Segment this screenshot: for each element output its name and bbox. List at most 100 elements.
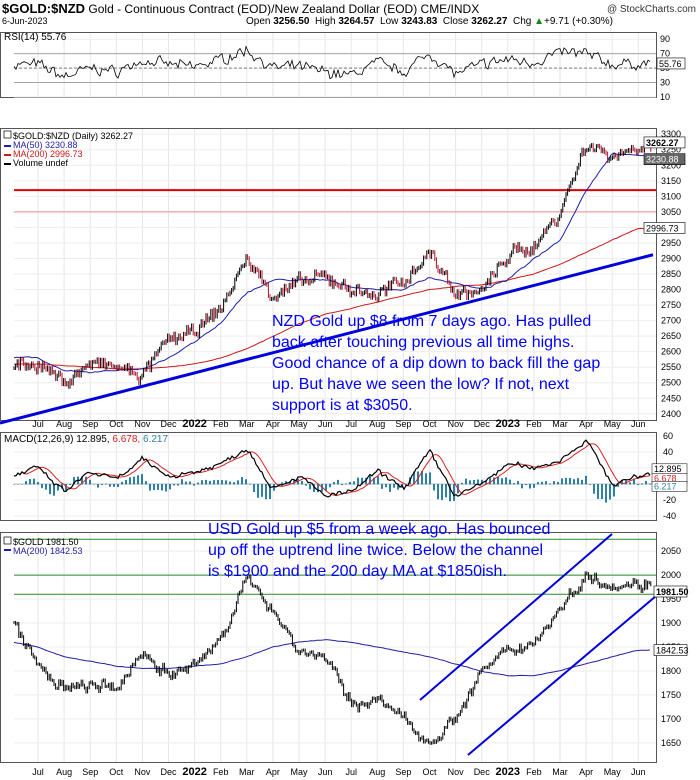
usd-value-badge-text: 1842.53 <box>656 646 689 656</box>
upper-month-label: May <box>290 419 308 429</box>
macd-hist-bar <box>337 479 339 485</box>
macd-hist-bar <box>613 484 615 497</box>
macd-hist-bar <box>577 478 579 485</box>
rsi-label: RSI(14) 55.76 <box>4 32 67 43</box>
macd-hist-bar <box>329 484 331 488</box>
upper-month-label: Mar <box>552 419 568 429</box>
macd-hist-bar <box>201 480 203 485</box>
macd-hist-bar <box>177 484 179 486</box>
macd-value-badge-text: 12.895 <box>654 464 682 474</box>
macd-hist-bar <box>449 484 451 502</box>
macd-hist-bar <box>461 482 463 485</box>
macd-hist-bar <box>533 484 535 488</box>
usd-price-bars <box>13 571 652 745</box>
nzd-tick-label: 3100 <box>661 191 681 201</box>
macd-hist-bar <box>353 481 355 485</box>
macd-hist-bar <box>265 484 267 500</box>
macd-hist-bar <box>489 477 491 485</box>
macd-hist-bar <box>17 484 19 485</box>
macd-hist-bar <box>421 471 423 485</box>
macd-hist-bar <box>345 483 347 485</box>
macd-hist-bar <box>465 478 467 485</box>
upper-month-label: 2023 <box>496 418 520 430</box>
rsi-tick-label: 10 <box>660 92 670 102</box>
nzd-annotation-line: NZD Gold up $8 from 7 days ago. Has pull… <box>272 313 592 330</box>
chg-arrow-icon: ▲ <box>534 16 545 27</box>
macd-hist-bar <box>97 484 99 488</box>
nzd-tick-label: 2750 <box>661 300 681 310</box>
upper-month-label: Jul <box>32 419 44 429</box>
lower-month-label: 2022 <box>182 766 206 778</box>
nzd-value-badge-text: 3262.27 <box>646 138 679 148</box>
macd-hist-bar <box>33 478 35 485</box>
macd-hist-bar <box>237 480 239 485</box>
macd-hist-bar <box>233 482 235 485</box>
upper-month-label: Jun <box>318 419 333 429</box>
macd-hist-bar <box>641 483 643 485</box>
macd-hist-bar <box>49 484 51 495</box>
usd-legend-swatch <box>3 536 12 545</box>
macd-hist-bar <box>525 484 527 486</box>
nzd-tick-label: 3300 <box>661 129 681 139</box>
macd-hist-bar <box>361 477 363 485</box>
close-label: Close <box>442 16 469 27</box>
chart-date: 6-Jun-2023 <box>2 16 48 26</box>
macd-hist-bar <box>57 484 59 491</box>
macd-hist-bar <box>93 484 95 485</box>
nzd-tick-label: 2450 <box>661 393 681 403</box>
lower-month-label: Jun <box>631 767 646 777</box>
nzd-tick-label: 3150 <box>661 176 681 186</box>
usd-tick-label: 1950 <box>661 594 681 604</box>
macd-hist-bar <box>245 479 247 485</box>
lower-month-label: Aug <box>56 767 72 777</box>
usd-ma200-line <box>13 639 651 677</box>
macd-hist-bar <box>153 484 155 491</box>
macd-hist-bar <box>369 474 371 485</box>
macd-tick-label: -20 <box>663 495 676 505</box>
chg-label: Chg <box>512 16 532 27</box>
macd-hist-bar <box>505 477 507 485</box>
upper-month-label: Dec <box>474 419 491 429</box>
macd-hist-bar <box>509 479 511 485</box>
lower-month-label: Apr <box>266 767 280 777</box>
macd-hist-bar <box>325 484 327 491</box>
low-value: 3243.83 <box>401 16 438 27</box>
lower-month-label: Nov <box>448 767 465 777</box>
macd-hist-bar <box>433 484 435 491</box>
usd-tick-label: 2050 <box>661 546 681 556</box>
chart-header: $GOLD:$NZD Gold - Continuous Contract (E… <box>0 0 700 30</box>
macd-hist-bar <box>601 484 603 500</box>
macd-hist-bar <box>249 483 251 485</box>
macd-hist-bar <box>597 484 599 499</box>
macd-hist-bar <box>53 484 55 496</box>
upper-month-label: May <box>604 419 622 429</box>
macd-hist-bar <box>473 480 475 485</box>
macd-hist-bar <box>241 477 243 485</box>
macd-hist-bar <box>357 477 359 485</box>
macd-hist-bar <box>269 484 271 500</box>
lower-month-label: Jun <box>318 767 333 777</box>
nzd-panel-frame <box>0 128 657 421</box>
nzd-legend-text: MA(200) 2996.73 <box>13 149 83 159</box>
macd-hist-bar <box>605 484 607 503</box>
nzd-annotation-line: Good chance of a dip down to back fill t… <box>272 355 601 372</box>
rsi-value-badge-text: 55.76 <box>659 59 682 69</box>
nzd-tick-label: 3200 <box>661 160 681 170</box>
usd-tick-label: 1900 <box>661 618 681 628</box>
usd-value-badge <box>653 585 688 598</box>
macd-hist-bar <box>453 484 455 501</box>
macd-hist-bar <box>257 484 259 498</box>
upper-month-label: Sep <box>395 419 411 429</box>
macd-hist-bar <box>497 476 499 485</box>
macd-hist-bar <box>585 475 587 485</box>
macd-hist-bar <box>429 472 431 485</box>
macd-hist-bar <box>141 474 143 485</box>
macd-hist-bar <box>109 484 111 487</box>
usd-annotation-line: USD Gold up $5 from a week ago. Has boun… <box>208 521 551 538</box>
open-label: Open <box>246 16 271 27</box>
usd-value-badge <box>653 644 688 656</box>
upper-month-label: Sep <box>82 419 98 429</box>
macd-hist-bar <box>565 477 567 485</box>
macd-hist-bar <box>145 481 147 485</box>
lower-month-label: May <box>290 767 308 777</box>
